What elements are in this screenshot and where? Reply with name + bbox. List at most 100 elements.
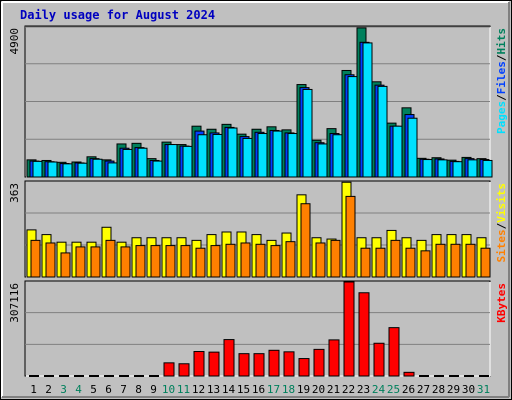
x-tick-label-day-18: 18 <box>282 383 295 396</box>
bar-sites-day-4 <box>75 246 86 278</box>
bar-sites-day-10 <box>165 245 176 278</box>
bar-kbytes-day-17 <box>268 349 280 377</box>
bar-kbytes-day-26 <box>403 371 415 377</box>
x-tick-label-day-9: 9 <box>150 383 157 396</box>
x-tick-label-day-29: 29 <box>447 383 460 396</box>
bar-kbytes-day-19 <box>298 358 310 377</box>
bar-sites-day-24 <box>375 247 386 278</box>
x-tick-label-day-17: 17 <box>267 383 280 396</box>
bar-sites-day-28 <box>435 243 446 278</box>
x-tick-label-day-24: 24 <box>372 383 386 396</box>
chart-panels: 4900Pages/Files/Hits363Sites/Visits30711… <box>8 25 508 377</box>
bar-sites-day-22 <box>345 195 356 278</box>
x-tick-label-day-3: 3 <box>60 383 67 396</box>
x-tick-label-day-23: 23 <box>357 383 370 396</box>
bar-sites-day-1 <box>30 239 41 278</box>
bar-sites-day-23 <box>360 247 371 278</box>
bar-kbytes-day-15 <box>238 353 250 377</box>
bar-sites-day-8 <box>135 245 146 278</box>
bar-sites-day-30 <box>465 243 476 278</box>
bar-sites-day-25 <box>390 239 401 278</box>
x-tick-label-day-5: 5 <box>90 383 97 396</box>
legend-entry: / <box>495 94 508 101</box>
x-tick-label-day-20: 20 <box>312 383 325 396</box>
x-tick-label-day-8: 8 <box>135 383 142 396</box>
bar-kbytes-day-18 <box>283 351 295 377</box>
x-tick-label-day-2: 2 <box>45 383 52 396</box>
bar-pages-day-26 <box>407 117 418 178</box>
bar-sites-day-5 <box>90 246 101 278</box>
legend-entry: Hits <box>495 28 508 55</box>
panel-kbytes: 307116 KBytes <box>8 280 508 377</box>
x-tick-label-day-4: 4 <box>75 383 82 396</box>
bar-sites-day-18 <box>285 241 296 278</box>
bar-kbytes-day-21 <box>328 339 340 377</box>
bar-kbytes-day-22 <box>343 281 355 377</box>
bar-sites-day-13 <box>210 245 221 278</box>
bar-kbytes-day-11 <box>178 363 190 377</box>
bar-kbytes-day-10 <box>163 362 175 377</box>
x-tick-label-day-31: 31 <box>477 383 490 396</box>
x-tick-label-day-6: 6 <box>105 383 112 396</box>
bar-sites-day-19 <box>300 203 311 278</box>
chart-title: Daily usage for August 2024 <box>20 8 215 22</box>
bar-sites-day-7 <box>120 246 131 278</box>
panel-visits-sites: 363 Sites/Visits <box>8 180 508 278</box>
x-tick-label-day-19: 19 <box>297 383 310 396</box>
bar-sites-day-26 <box>405 247 416 278</box>
x-tick-label-day-22: 22 <box>342 383 355 396</box>
legend-visits-sites: Sites/Visits <box>495 183 508 263</box>
bar-kbytes-day-23 <box>358 292 370 377</box>
bar-sites-day-17 <box>270 245 281 278</box>
bar-kbytes-day-20 <box>313 348 325 377</box>
x-tick-label-day-25: 25 <box>387 383 400 396</box>
x-tick-label-day-30: 30 <box>462 383 475 396</box>
x-tick-label-day-28: 28 <box>432 383 445 396</box>
legend-entry: Pages <box>495 101 508 134</box>
x-axis-day-labels: 1 2 3 4 5 6 7 8 9 10 11 12 13 14 15 16 17 18 19 20 21 22 23 24 2… <box>30 383 490 396</box>
x-tick-label-day-26: 26 <box>402 383 415 396</box>
bar-kbytes-day-14 <box>223 339 235 377</box>
bar-sites-day-27 <box>420 250 431 278</box>
x-tick-label-day-7: 7 <box>120 383 127 396</box>
bar-sites-day-15 <box>240 242 251 278</box>
x-tick-label-day-21: 21 <box>327 383 340 396</box>
legend-hits-files-pages: Pages/Files/Hits <box>495 28 508 134</box>
bar-sites-day-2 <box>45 242 56 278</box>
x-tick-label-day-12: 12 <box>192 383 205 396</box>
legend-entry: Visits <box>495 183 508 223</box>
bar-sites-day-6 <box>105 239 116 278</box>
bar-kbytes-day-25 <box>388 327 400 377</box>
bar-sites-day-16 <box>255 243 266 278</box>
x-tick-label-day-15: 15 <box>237 383 250 396</box>
x-tick-label-day-27: 27 <box>417 383 430 396</box>
bar-kbytes-day-16 <box>253 353 265 377</box>
x-tick-label-day-11: 11 <box>177 383 190 396</box>
x-tick-label-day-1: 1 <box>30 383 37 396</box>
bar-kbytes-day-12 <box>193 351 205 377</box>
legend-entry: / <box>495 222 508 229</box>
bar-sites-day-21 <box>330 239 341 278</box>
y-axis-max-label: 307116 <box>8 283 21 323</box>
bar-sites-day-14 <box>225 243 236 278</box>
bar-sites-day-3 <box>60 252 71 278</box>
bar-sites-day-11 <box>180 245 191 278</box>
x-tick-label-day-14: 14 <box>222 383 236 396</box>
bar-sites-day-9 <box>150 245 161 278</box>
bar-pages-day-31 <box>482 159 493 178</box>
bar-sites-day-20 <box>315 242 326 278</box>
legend-kbytes: KBytes <box>495 283 508 323</box>
legend-entry: Files <box>495 61 508 94</box>
x-tick-label-day-16: 16 <box>252 383 265 396</box>
bar-kbytes-day-24 <box>373 342 385 377</box>
legend-entry: KBytes <box>495 283 508 323</box>
bar-sites-day-29 <box>450 243 461 278</box>
x-tick-label-day-10: 10 <box>162 383 175 396</box>
bar-kbytes-day-13 <box>208 351 220 377</box>
y-axis-max-label: 4900 <box>8 28 21 55</box>
x-tick-label-day-13: 13 <box>207 383 220 396</box>
legend-entry: Sites <box>495 229 508 262</box>
bar-pages-day-19 <box>302 88 313 178</box>
